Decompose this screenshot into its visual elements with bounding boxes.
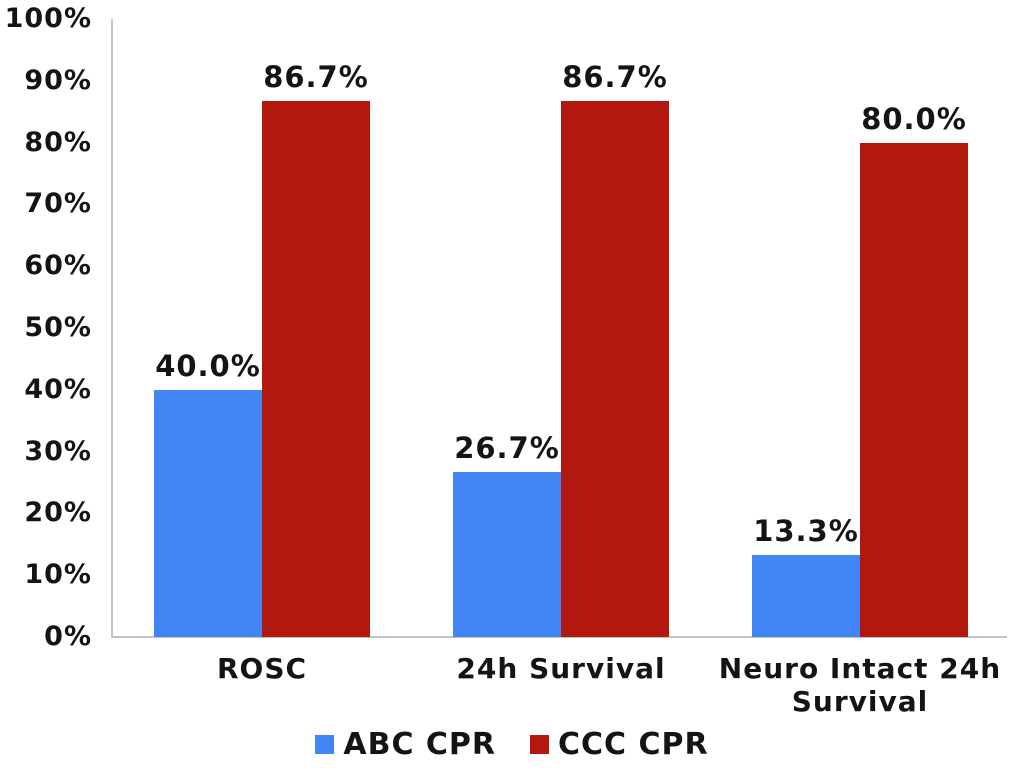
- legend-swatch-icon: [315, 735, 335, 754]
- y-axis-tick-label: 100%: [4, 3, 92, 34]
- bar-abc-cpr-1: [453, 471, 561, 637]
- bar-value-label: 86.7%: [562, 60, 668, 95]
- bar-value-label: 80.0%: [861, 101, 967, 136]
- y-axis-tick-label: 20%: [24, 497, 92, 529]
- legend-item-abc-cpr: ABC CPR: [315, 727, 496, 762]
- y-axis-tick-label: 10%: [24, 559, 92, 591]
- y-axis-tick-label: 0%: [44, 621, 92, 652]
- legend: ABC CPR CCC CPR: [0, 727, 1024, 762]
- y-axis-line: [111, 19, 113, 637]
- x-axis-category-label: 24h Survival: [456, 652, 666, 685]
- bar-value-label: 26.7%: [454, 430, 560, 465]
- bar-abc-cpr-2: [752, 554, 860, 637]
- y-axis-tick-label: 80%: [24, 126, 92, 158]
- bar-ccc-cpr-1: [561, 101, 669, 637]
- bar-value-label: 40.0%: [155, 348, 261, 383]
- legend-swatch-icon: [530, 735, 550, 754]
- y-axis-tick-label: 60%: [24, 250, 92, 282]
- y-axis-tick-label: 70%: [24, 188, 92, 220]
- x-axis-line: [111, 636, 1007, 638]
- y-axis-tick-label: 30%: [24, 435, 92, 467]
- legend-label: CCC CPR: [558, 727, 709, 762]
- y-axis-tick-label: 90%: [24, 64, 92, 96]
- legend-item-ccc-cpr: CCC CPR: [530, 727, 709, 762]
- bar-abc-cpr-0: [154, 389, 262, 637]
- bar-value-label: 86.7%: [263, 60, 369, 95]
- y-axis-tick-label: 50%: [24, 312, 92, 343]
- bar-value-label: 13.3%: [753, 513, 859, 548]
- legend-label: ABC CPR: [343, 727, 497, 762]
- y-axis-tick-label: 40%: [24, 373, 92, 405]
- bar-ccc-cpr-0: [262, 101, 370, 637]
- x-axis-category-label: ROSC: [216, 652, 308, 685]
- bar-ccc-cpr-2: [860, 142, 968, 637]
- x-axis-category-label: Neuro Intact 24h Survival: [718, 652, 1002, 718]
